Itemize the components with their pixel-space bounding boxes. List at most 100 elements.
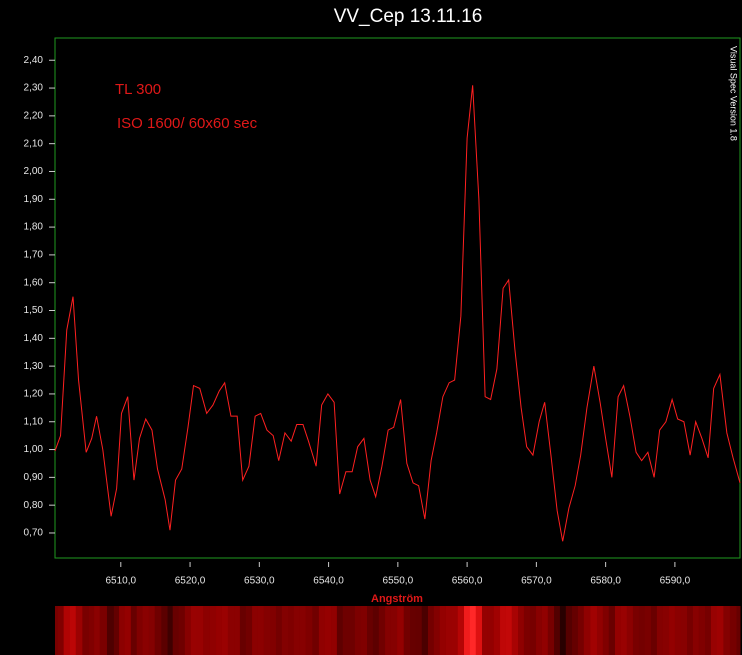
spectrum-band bbox=[650, 606, 658, 655]
spectrum-band bbox=[190, 606, 198, 655]
spectrum-band bbox=[57, 606, 65, 655]
spectrum-band bbox=[209, 606, 217, 655]
spectrum-band bbox=[203, 606, 211, 655]
x-tick-label: 6520,0 bbox=[175, 576, 206, 587]
spectrum-band bbox=[547, 606, 555, 655]
spectrum-band bbox=[367, 606, 374, 655]
y-tick-label: 2,30 bbox=[24, 83, 44, 94]
x-tick-label: 6570,0 bbox=[521, 576, 552, 587]
spectrum-band bbox=[221, 606, 229, 655]
spectrum-band bbox=[445, 606, 453, 655]
spectrum-band bbox=[723, 606, 731, 655]
spectrum-band bbox=[75, 606, 83, 655]
spectrum-band bbox=[638, 606, 646, 655]
spectrum-band bbox=[94, 606, 101, 655]
spectrum-band bbox=[463, 606, 471, 655]
y-tick-label: 0,70 bbox=[24, 528, 44, 539]
spectrum-band bbox=[263, 606, 271, 655]
spectrum-band bbox=[687, 606, 694, 655]
spectrum-band bbox=[487, 606, 495, 655]
spectrum-band bbox=[716, 606, 724, 655]
y-tick-label: 0,80 bbox=[24, 500, 44, 511]
chart-title: VV_Cep 13.11.16 bbox=[334, 6, 483, 27]
spectrum-band bbox=[541, 606, 549, 655]
spectrum-band bbox=[596, 606, 604, 655]
y-tick-label: 1,60 bbox=[24, 277, 44, 288]
spectrum-band bbox=[680, 606, 688, 655]
spectrum-band bbox=[415, 606, 423, 655]
watermark: Visual Spec Version 1.8 bbox=[729, 46, 739, 141]
spectrum-band bbox=[439, 606, 447, 655]
spectrum-band bbox=[257, 606, 265, 655]
spectrum-band bbox=[523, 606, 531, 655]
spectrum-band bbox=[736, 606, 741, 655]
spectrum-band bbox=[427, 606, 435, 655]
spectrum-band bbox=[318, 606, 326, 655]
spectrum-band bbox=[554, 606, 561, 655]
spectrum-band bbox=[481, 606, 489, 655]
plot-frame bbox=[54, 37, 741, 559]
spectrum-band bbox=[577, 606, 585, 655]
spectrum-band bbox=[397, 606, 405, 655]
spectrum-band bbox=[518, 606, 525, 655]
spectrum-band bbox=[390, 606, 398, 655]
spectrum-band bbox=[632, 606, 640, 655]
x-tick-label: 6560,0 bbox=[452, 576, 483, 587]
x-tick-label: 6510,0 bbox=[106, 576, 137, 587]
spectrum-band bbox=[281, 606, 289, 655]
spectrum-band bbox=[451, 606, 459, 655]
y-tick-label: 1,30 bbox=[24, 361, 44, 372]
y-tick-label: 2,00 bbox=[24, 166, 44, 177]
spectrum-band bbox=[124, 606, 132, 655]
spectrum-line bbox=[54, 85, 741, 542]
y-tick-label: 1,00 bbox=[24, 444, 44, 455]
spectrum-band bbox=[710, 606, 718, 655]
spectrum-band bbox=[608, 606, 616, 655]
spectrum-band bbox=[372, 606, 380, 655]
spectrum-band bbox=[342, 606, 350, 655]
spectrum-band bbox=[421, 606, 429, 655]
spectrum-strip bbox=[55, 606, 741, 655]
spectrum-band bbox=[331, 606, 338, 655]
spectrum-band bbox=[130, 606, 138, 655]
spectrum-band bbox=[469, 606, 477, 655]
spectrum-band bbox=[324, 606, 332, 655]
spectrum-band bbox=[511, 606, 519, 655]
x-tick-label: 6580,0 bbox=[590, 576, 621, 587]
spectrum-band bbox=[565, 606, 573, 655]
spectrum-band bbox=[196, 606, 204, 655]
spectrum-band bbox=[529, 606, 537, 655]
spectrum-band bbox=[172, 606, 180, 655]
spectrum-band bbox=[505, 606, 513, 655]
spectrum-band bbox=[409, 606, 417, 655]
x-axis-label: Angström bbox=[371, 593, 423, 605]
spectrum-band bbox=[336, 606, 344, 655]
spectrum-band bbox=[536, 606, 543, 655]
spectrum-band bbox=[656, 606, 664, 655]
y-tick-label: 1,70 bbox=[24, 250, 44, 261]
x-tick-label: 6550,0 bbox=[383, 576, 414, 587]
spectrum-band bbox=[154, 606, 162, 655]
spectrum-band bbox=[475, 606, 483, 655]
spectrum-band bbox=[184, 606, 192, 655]
x-tick-label: 6530,0 bbox=[244, 576, 275, 587]
spectrum-band bbox=[234, 606, 241, 655]
x-tick-label: 6590,0 bbox=[660, 576, 691, 587]
spectrum-band bbox=[63, 606, 71, 655]
spectrum-band bbox=[55, 606, 59, 655]
spectrum-band bbox=[590, 606, 598, 655]
spectrum-band bbox=[698, 606, 706, 655]
x-tick-label: 6540,0 bbox=[313, 576, 344, 587]
spectrum-band bbox=[692, 606, 700, 655]
y-tick-label: 0,90 bbox=[24, 472, 44, 483]
spectrum-band bbox=[227, 606, 235, 655]
y-tick-label: 1,20 bbox=[24, 389, 44, 400]
spectrum-band bbox=[572, 606, 579, 655]
spectrum-band bbox=[288, 606, 295, 655]
y-tick-label: 1,50 bbox=[24, 305, 44, 316]
spectrum-band bbox=[69, 606, 77, 655]
spectrum-band bbox=[167, 606, 174, 655]
spectrum-band bbox=[354, 606, 362, 655]
spectrum-band bbox=[270, 606, 277, 655]
